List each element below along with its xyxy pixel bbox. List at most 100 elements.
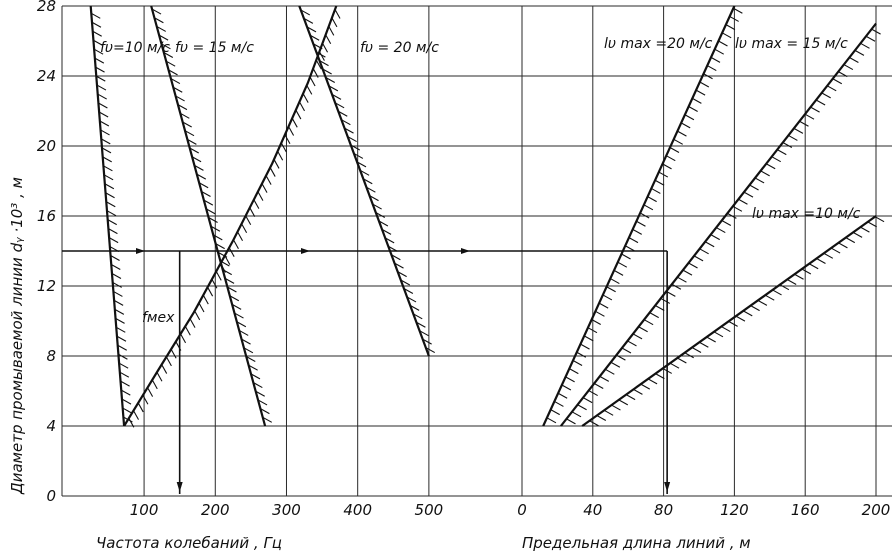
hatch-stroke <box>291 118 298 128</box>
hatch-stroke <box>647 196 657 203</box>
hatch-stroke <box>207 286 214 297</box>
hatch-stroke <box>699 81 710 88</box>
x-axis-title-length: Предельная длина линий , м <box>522 534 751 552</box>
hatch-stroke <box>394 262 404 269</box>
hatch-stroke <box>191 156 202 163</box>
x-axis-title-frequency: Частота колебаний , Гц <box>96 534 282 552</box>
hatch-stroke <box>830 247 841 254</box>
hatch-stroke <box>580 343 590 350</box>
hatch-stroke <box>288 126 295 136</box>
hatch-stroke <box>353 152 364 159</box>
hatch-stroke <box>248 364 258 371</box>
hatch-stroke <box>566 418 576 425</box>
hatch-stroke <box>325 76 336 83</box>
hatch-stroke <box>350 144 361 151</box>
hatch-stroke <box>760 170 770 177</box>
curve-length-1 <box>560 22 877 427</box>
hatch-stroke <box>738 198 748 205</box>
hatch-stroke <box>771 156 782 163</box>
hatch-stroke <box>110 255 120 262</box>
label-l10: lυ max =10 м/с <box>752 206 861 222</box>
hatch-stroke <box>92 30 102 37</box>
hatch-stroke <box>727 212 737 219</box>
hatch-stroke <box>662 163 672 170</box>
hatch-stroke <box>315 59 322 70</box>
y-tick-label: 28 <box>37 0 56 15</box>
hatch-stroke <box>381 228 392 235</box>
hatch-stroke <box>93 39 103 46</box>
hatch-stroke <box>189 147 199 154</box>
x-tick-label-frequency: 200 <box>201 501 230 519</box>
hatch-stroke <box>749 184 759 191</box>
hatch-stroke <box>704 241 715 248</box>
hatch-stroke <box>246 356 256 362</box>
hatch-stroke <box>721 326 731 333</box>
hatch-stroke <box>832 78 843 85</box>
hatch-stroke <box>250 373 261 380</box>
hatch-stroke <box>177 104 188 111</box>
hatch-stroke <box>163 52 174 58</box>
hatch-stroke <box>175 95 185 102</box>
hatch-stroke <box>384 237 395 244</box>
hatch-stroke <box>232 239 239 250</box>
hatch-stroke <box>295 109 302 120</box>
hatch-stroke <box>655 373 665 380</box>
arrow-down <box>664 482 671 492</box>
hatch-stroke <box>718 40 728 47</box>
hatch-stroke <box>378 220 389 227</box>
hatch-stroke <box>194 164 204 171</box>
hatch-stroke <box>234 312 244 319</box>
curve-frequency-1-hatching <box>151 8 273 423</box>
hatch-stroke <box>113 290 123 297</box>
hatch-stroke <box>98 102 108 109</box>
hatch-stroke <box>182 121 192 128</box>
hatch-stroke <box>550 409 560 416</box>
hatch-stroke <box>710 234 720 241</box>
hatch-stroke <box>121 398 132 405</box>
hatch-stroke <box>215 271 222 281</box>
hatch-stroke <box>742 310 753 317</box>
hatch-stroke <box>306 26 317 33</box>
hatch-stroke <box>677 130 687 137</box>
hatch-stroke <box>90 12 101 19</box>
hatch-stroke <box>161 43 171 50</box>
y-tick-label: 24 <box>37 67 56 85</box>
hatch-stroke <box>765 163 776 170</box>
hatch-stroke <box>260 408 270 415</box>
y-tick-label: 16 <box>37 207 56 225</box>
hatch-stroke <box>838 71 848 78</box>
hatch-stroke <box>147 387 154 397</box>
hatch-stroke <box>587 327 598 334</box>
hatch-stroke <box>589 420 599 427</box>
hatch-stroke <box>788 134 798 141</box>
hatch-stroke <box>94 57 105 64</box>
hatch-stroke <box>633 388 643 395</box>
hatch-stroke <box>362 178 373 185</box>
hatch-stroke <box>603 409 614 416</box>
hatch-stroke <box>229 295 240 302</box>
hatch-stroke <box>816 258 826 265</box>
hatch-stroke <box>733 7 743 14</box>
hatch-stroke <box>643 204 654 211</box>
curve-length-2-hatching <box>589 216 885 427</box>
hatch-stroke <box>180 333 187 344</box>
x-tick-label-length: 0 <box>517 501 527 519</box>
hatch-stroke <box>602 294 613 301</box>
hatch-stroke <box>804 113 815 120</box>
hatch-stroke <box>210 225 221 232</box>
hatch-stroke <box>236 321 247 328</box>
hatch-stroke <box>754 177 765 184</box>
hatch-stroke <box>284 134 291 145</box>
hatch-stroke <box>409 304 420 311</box>
hatch-stroke <box>102 156 112 163</box>
y-tick-label: 20 <box>37 137 56 155</box>
hatch-stroke <box>660 297 671 304</box>
arrow-right <box>461 248 470 254</box>
construction-lines <box>62 248 671 494</box>
hatch-stroke <box>121 389 131 396</box>
label-l15: lυ max = 15 м/с <box>735 36 848 52</box>
hatch-stroke <box>693 255 704 262</box>
hatch-stroke <box>269 167 276 177</box>
hatch-stroke <box>187 138 197 145</box>
curve-frequency-0 <box>89 5 126 427</box>
